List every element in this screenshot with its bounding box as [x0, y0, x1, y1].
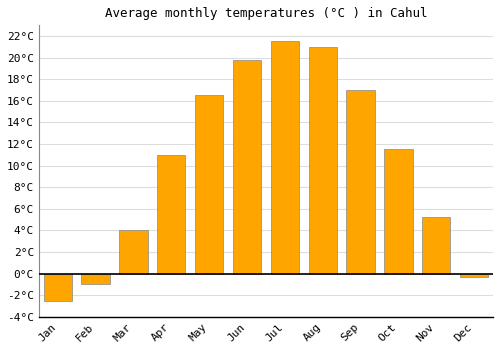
- Bar: [460, 274, 488, 277]
- Bar: [157, 155, 186, 274]
- Bar: [44, 274, 72, 301]
- Bar: [270, 41, 299, 274]
- Title: Average monthly temperatures (°C ) in Cahul: Average monthly temperatures (°C ) in Ca…: [104, 7, 427, 20]
- Bar: [119, 230, 148, 274]
- Bar: [195, 96, 224, 274]
- Bar: [346, 90, 375, 274]
- Bar: [384, 149, 412, 274]
- Bar: [82, 274, 110, 285]
- Bar: [422, 217, 450, 274]
- Bar: [233, 60, 261, 274]
- Bar: [308, 47, 337, 274]
